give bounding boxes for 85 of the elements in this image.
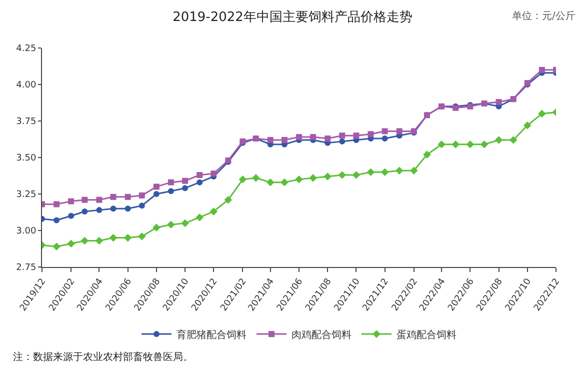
point [238, 176, 247, 184]
point [138, 232, 146, 240]
legend-label: 肉鸡配合饲料 [292, 328, 352, 341]
point [310, 134, 316, 140]
point [95, 236, 104, 245]
point [196, 213, 204, 222]
point [67, 240, 75, 248]
point [167, 220, 175, 229]
point [339, 138, 346, 144]
point [366, 168, 375, 176]
y-tick-label: 4.25 [16, 44, 36, 54]
point [352, 171, 360, 179]
point [96, 207, 102, 214]
point [210, 208, 218, 216]
point [353, 132, 360, 139]
point [267, 136, 274, 143]
legend-label: 蛋鸡配合饲料 [396, 328, 456, 341]
point [423, 150, 431, 158]
point [538, 66, 545, 73]
y-tick-label: 3.00 [16, 226, 36, 237]
point [153, 184, 160, 190]
point [324, 172, 332, 180]
point [196, 172, 203, 178]
point [280, 178, 288, 186]
point [324, 136, 331, 142]
point [168, 188, 174, 194]
point [82, 196, 88, 203]
y-tick-label: 4.00 [16, 80, 36, 91]
point [380, 168, 389, 176]
point [538, 110, 546, 118]
point [182, 178, 188, 184]
point [466, 140, 474, 148]
point [368, 131, 374, 138]
y-tick-label: 3.75 [16, 117, 36, 128]
point [523, 121, 532, 130]
point [438, 140, 446, 148]
point [181, 219, 189, 228]
point [168, 179, 174, 186]
point [494, 136, 503, 144]
y-axis-title: 单位：元/公斤 [512, 10, 576, 22]
text: 注：数据来源于农业农村部畜牧兽医局。 [13, 351, 193, 363]
point [309, 174, 317, 182]
point [395, 166, 404, 175]
point [196, 179, 203, 186]
point [509, 136, 518, 144]
point [110, 194, 116, 200]
point [54, 201, 60, 208]
point [382, 136, 388, 142]
point [124, 206, 131, 212]
y-tick-label: 3.25 [16, 190, 36, 200]
point [266, 178, 274, 186]
y-tick-label: 2.75 [16, 263, 36, 274]
point [338, 171, 346, 179]
point [124, 234, 132, 242]
point [110, 206, 116, 212]
legend-label: 育肥猪配合饲料 [176, 328, 246, 341]
point [339, 132, 346, 139]
point [281, 136, 288, 143]
point [138, 202, 145, 209]
point [296, 134, 302, 140]
point [410, 166, 418, 175]
point [252, 174, 260, 182]
point [153, 191, 160, 197]
point [382, 128, 388, 134]
point [96, 196, 102, 203]
point [80, 236, 89, 245]
point [54, 217, 60, 224]
point [82, 208, 88, 215]
chart-title: 2019-2022年中国主要饲料产品价格走势 [172, 9, 412, 26]
point [52, 242, 60, 250]
point [210, 170, 217, 177]
point [396, 128, 402, 134]
point [295, 176, 303, 184]
y-tick-label: 3.50 [16, 154, 36, 164]
point [124, 194, 131, 200]
point [68, 198, 74, 204]
point [480, 140, 488, 148]
point [68, 212, 74, 219]
point [182, 185, 188, 192]
point [224, 196, 232, 204]
point [496, 99, 502, 106]
point [109, 234, 118, 242]
point [452, 140, 460, 148]
point [138, 192, 145, 198]
point [152, 224, 160, 232]
